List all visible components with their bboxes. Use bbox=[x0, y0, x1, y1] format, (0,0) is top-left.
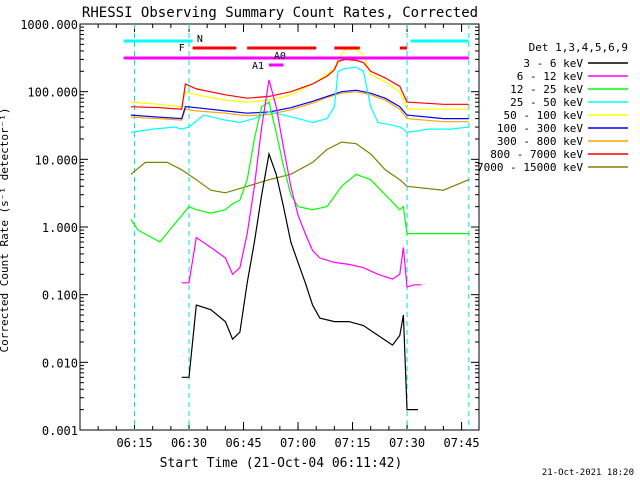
y-tick-label: 0.010 bbox=[42, 356, 78, 370]
x-tick-label: 06:30 bbox=[171, 436, 207, 450]
flag-label-a1: A1 bbox=[252, 61, 264, 72]
flag-label-f: F bbox=[179, 43, 185, 54]
y-tick-label: 0.001 bbox=[42, 424, 78, 438]
x-tick-label: 06:15 bbox=[116, 436, 152, 450]
series-line-7 bbox=[130, 91, 469, 123]
legend-label-5: 50 - 100 keV bbox=[504, 109, 584, 122]
x-tick-label: 06:45 bbox=[225, 436, 261, 450]
x-tick-label: 07:15 bbox=[334, 436, 370, 450]
y-tick-label: 100.000 bbox=[27, 86, 78, 100]
legend-label-8: 800 - 7000 keV bbox=[490, 148, 583, 161]
y-tick-label: 1000.000 bbox=[20, 18, 78, 32]
series-line-5 bbox=[130, 48, 469, 110]
plot-frame bbox=[79, 23, 480, 431]
footer-date: 21-Oct-2021 18:20 bbox=[542, 468, 634, 478]
series-line-2 bbox=[181, 79, 422, 288]
flag-label-a0: A0 bbox=[274, 51, 286, 62]
legend-label-1: 3 - 6 keV bbox=[523, 57, 583, 70]
legend-label-6: 100 - 300 keV bbox=[497, 122, 583, 135]
series-line-6 bbox=[130, 89, 469, 120]
chart-title: RHESSI Observing Summary Count Rates, Co… bbox=[82, 5, 478, 21]
y-tick-label: 1.000 bbox=[42, 221, 78, 235]
x-tick-label: 07:45 bbox=[443, 436, 479, 450]
legend-label-2: 6 - 12 keV bbox=[517, 70, 584, 83]
x-axis-label: Start Time (21-Oct-04 06:11:42) bbox=[160, 456, 403, 471]
series-line-3 bbox=[130, 101, 469, 243]
x-tick-label: 07:00 bbox=[280, 436, 316, 450]
series-line-1 bbox=[181, 151, 418, 411]
series-line-8 bbox=[130, 58, 469, 110]
x-tick-label: 07:30 bbox=[389, 436, 425, 450]
legend-label-4: 25 - 50 keV bbox=[510, 96, 583, 109]
flag-label-n: N bbox=[197, 34, 203, 45]
legend-label-9: 7000 - 15000 keV bbox=[477, 161, 583, 174]
series-line-9 bbox=[130, 141, 470, 194]
y-tick-label: 10.000 bbox=[35, 153, 78, 167]
plot-area: 1000.000 100.000 10.000 1.000 0.100 0.010 0.00… bbox=[20, 18, 628, 450]
series-line-4 bbox=[130, 66, 469, 134]
y-tick-label: 0.100 bbox=[42, 289, 78, 303]
legend-label-7: 300 - 800 keV bbox=[497, 135, 583, 148]
legend-title: Det 1,3,4,5,6,9 bbox=[529, 41, 628, 54]
y-axis-label: Corrected Count Rate (s⁻¹ detector⁻¹) bbox=[0, 107, 11, 352]
legend-label-3: 12 - 25 keV bbox=[510, 83, 583, 96]
